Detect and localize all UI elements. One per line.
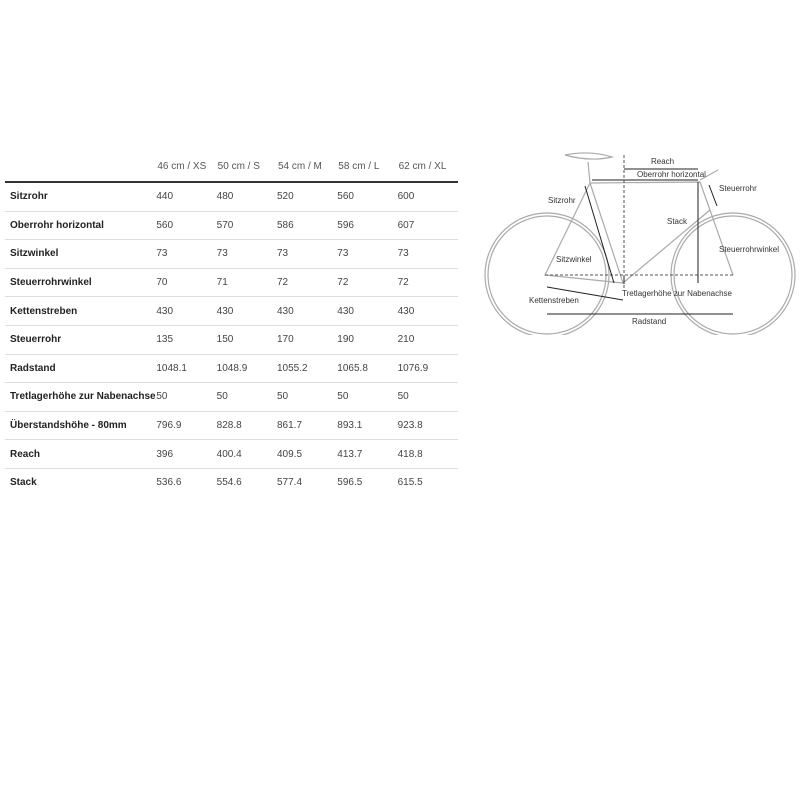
cell-value: 893.1 (337, 411, 398, 441)
column-header: 54 cm / M (276, 151, 338, 183)
row-label: Überstandshöhe - 80mm (5, 411, 157, 441)
cell-value: 577.4 (276, 477, 303, 489)
cell-value: 536.6 (156, 477, 182, 489)
cell-value: 50 (397, 382, 458, 412)
table-row: Stack 536.6 554.6 577.4 596.5 615.5 (5, 468, 458, 496)
cell-value: 73 (337, 239, 398, 269)
cell-value: 70 (156, 268, 217, 298)
cell-value: 430 (337, 296, 398, 326)
label-seat-angle: Sitzwinkel (556, 255, 592, 264)
table-row: Reach 396 400.4 409.5 413.7 418.8 (5, 439, 458, 469)
cell-value: 430 (216, 296, 277, 326)
frame (544, 161, 734, 284)
cell-value: 607 (397, 211, 458, 241)
table-row: Kettenstreben 430 430 430 430 430 (5, 296, 458, 326)
table-row: Überstandshöhe - 80mm 796.9 828.8 861.7 893.… (5, 411, 458, 441)
label-seat-tube: Sitzrohr (548, 196, 576, 205)
header-row: 46 cm / XS 50 cm / S 54 cm / M 58 cm / L 62 … (5, 151, 458, 183)
bike-geometry-diagram: Reach Oberrohr horizontal Steuerrohr Sit… (484, 152, 796, 335)
row-label: Steuerrohr (5, 325, 157, 355)
cell-value: 50 (156, 382, 217, 412)
cell-value: 73 (276, 239, 338, 269)
cell-value: 1065.8 (337, 354, 398, 384)
label-stack: Stack (667, 217, 688, 226)
table-row: Tretlagerhöhe zur Nabenachse 50 50 50 50 50 (5, 382, 458, 412)
cell-value: 430 (397, 296, 458, 326)
cell-value: 50 (337, 382, 398, 412)
cell-value: 430 (276, 296, 338, 326)
label-top-tube: Oberrohr horizontal (637, 170, 706, 179)
row-label: Stack (10, 477, 37, 489)
label-wheelbase: Radstand (632, 317, 666, 326)
cell-value: 135 (156, 325, 217, 355)
label-head-angle: Steuerrohrwinkel (719, 245, 779, 254)
column-header: 50 cm / S (216, 151, 277, 183)
cell-value: 210 (397, 325, 458, 355)
cell-value: 440 (156, 182, 217, 212)
cell-value: 72 (337, 268, 398, 298)
cell-value: 73 (216, 239, 277, 269)
row-label: Kettenstreben (5, 296, 157, 326)
cell-value: 796.9 (156, 411, 217, 441)
cell-value: 71 (216, 268, 277, 298)
cell-value: 1055.2 (276, 354, 338, 384)
cell-value: 1048.1 (156, 354, 217, 384)
table-row: Sitzrohr 440 480 520 560 600 (5, 182, 458, 212)
cell-value: 570 (216, 211, 277, 241)
cell-value: 1076.9 (397, 354, 458, 384)
row-label: Sitzrohr (5, 182, 157, 212)
cell-value: 170 (276, 325, 338, 355)
cell-value: 596 (337, 211, 398, 241)
row-label: Radstand (5, 354, 157, 384)
cell-value: 400.4 (216, 439, 277, 469)
label-chainstay: Kettenstreben (529, 296, 579, 305)
column-header: 62 cm / XL (397, 151, 458, 183)
cell-value: 861.7 (276, 411, 338, 441)
cell-value: 596.5 (337, 477, 363, 489)
rear-wheel (484, 212, 610, 335)
cell-value: 615.5 (397, 477, 423, 489)
cell-value: 600 (397, 182, 458, 212)
label-bb-drop: Tretlagerhöhe zur Nabenachse (622, 289, 733, 298)
cell-value: 554.6 (216, 477, 242, 489)
table-row: Steuerrohr 135 150 170 190 210 (5, 325, 458, 355)
cell-value: 586 (276, 211, 338, 241)
table-row: Radstand 1048.1 1048.9 1055.2 1065.8 1076.9 (5, 354, 458, 384)
cell-value: 560 (337, 182, 398, 212)
label-reach: Reach (651, 157, 674, 166)
cell-value: 418.8 (397, 439, 458, 469)
cell-value: 828.8 (216, 411, 277, 441)
row-label: Reach (5, 439, 157, 469)
table-row: Steuerrohrwinkel 70 71 72 72 72 (5, 268, 458, 298)
table-row: Sitzwinkel 73 73 73 73 73 (5, 239, 458, 269)
cell-value: 923.8 (397, 411, 458, 441)
cell-value: 73 (156, 239, 217, 269)
saddle (564, 152, 615, 160)
label-head-tube: Steuerrohr (719, 184, 757, 193)
column-header: 46 cm / XS (156, 151, 217, 183)
column-header: 58 cm / L (337, 151, 398, 183)
cell-value: 520 (276, 182, 338, 212)
cell-value: 190 (337, 325, 398, 355)
cell-value: 1048.9 (216, 354, 277, 384)
row-label: Oberrohr horizontal (5, 211, 157, 241)
cell-value: 560 (156, 211, 217, 241)
cell-value: 430 (156, 296, 217, 326)
row-label: Tretlagerhöhe zur Nabenachse (5, 382, 157, 412)
cell-value: 396 (156, 439, 217, 469)
row-label: Steuerrohrwinkel (5, 268, 157, 298)
cell-value: 480 (216, 182, 277, 212)
cell-value: 50 (276, 382, 338, 412)
cell-value: 409.5 (276, 439, 338, 469)
cell-value: 150 (216, 325, 277, 355)
cell-value: 72 (397, 268, 458, 298)
cell-value: 413.7 (337, 439, 398, 469)
row-label: Sitzwinkel (5, 239, 157, 269)
cell-value: 72 (276, 268, 338, 298)
geometry-table: 46 cm / XS 50 cm / S 54 cm / M 58 cm / L 62 … (5, 151, 458, 497)
cell-value: 50 (216, 382, 277, 412)
table-row: Oberrohr horizontal 560 570 586 596 607 (5, 211, 458, 241)
cell-value: 73 (397, 239, 458, 269)
